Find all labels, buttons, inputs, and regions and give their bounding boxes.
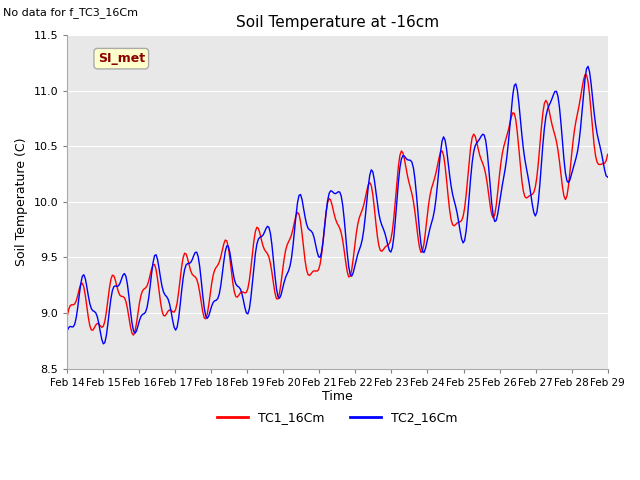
Line: TC2_16Cm: TC2_16Cm xyxy=(67,66,607,344)
TC2_16Cm xyxy=(226,249,234,255)
TC1_16Cm xyxy=(130,332,138,338)
TC1_16Cm xyxy=(131,329,139,335)
TC1_16Cm xyxy=(253,224,260,230)
TC1_16Cm xyxy=(63,313,71,319)
TC2_16Cm xyxy=(575,139,583,145)
Line: TC1_16Cm: TC1_16Cm xyxy=(67,75,607,335)
TC2_16Cm xyxy=(301,214,309,220)
Text: No data for f_TC3_16Cm: No data for f_TC3_16Cm xyxy=(3,7,138,18)
TC2_16Cm xyxy=(63,328,71,334)
TC1_16Cm xyxy=(226,255,234,261)
Legend: TC1_16Cm, TC2_16Cm: TC1_16Cm, TC2_16Cm xyxy=(212,406,463,429)
X-axis label: Time: Time xyxy=(322,390,353,403)
TC2_16Cm xyxy=(253,241,260,247)
TC2_16Cm xyxy=(99,341,107,347)
TC1_16Cm xyxy=(575,103,583,109)
TC2_16Cm xyxy=(244,311,252,317)
TC2_16Cm xyxy=(131,330,139,336)
TC1_16Cm xyxy=(581,72,589,78)
Title: Soil Temperature at -16cm: Soil Temperature at -16cm xyxy=(236,15,439,30)
TC2_16Cm xyxy=(584,63,592,69)
TC1_16Cm xyxy=(301,257,309,263)
TC1_16Cm xyxy=(604,152,611,157)
Text: SI_met: SI_met xyxy=(98,52,145,65)
TC2_16Cm xyxy=(604,174,611,180)
Y-axis label: Soil Temperature (C): Soil Temperature (C) xyxy=(15,138,28,266)
TC1_16Cm xyxy=(244,286,252,291)
